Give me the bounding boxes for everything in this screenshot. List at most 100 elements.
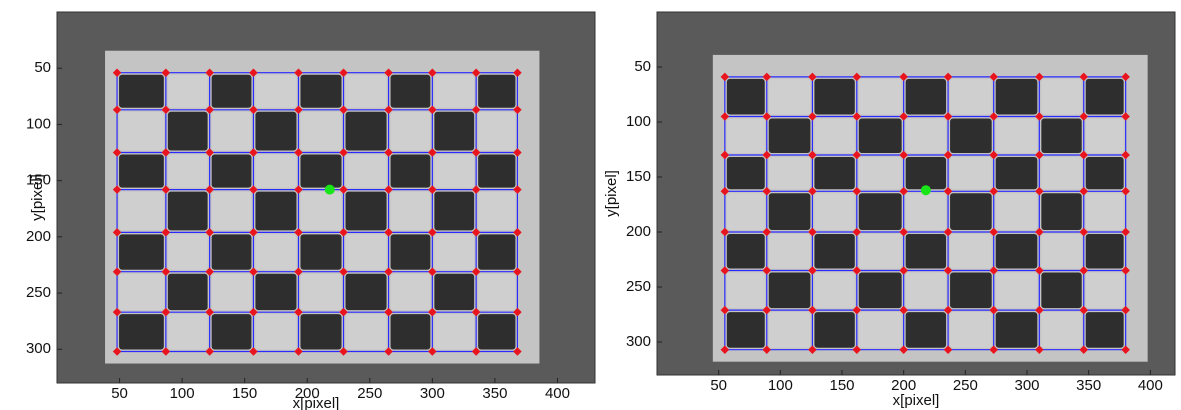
corner-point xyxy=(943,345,953,354)
x-tick-label: 350 xyxy=(482,385,507,402)
square xyxy=(478,111,516,151)
corner-point xyxy=(294,228,303,237)
corner-point xyxy=(471,148,481,157)
square xyxy=(905,157,947,190)
square xyxy=(255,111,297,151)
corner-point xyxy=(384,228,393,237)
corner-point xyxy=(1079,266,1088,275)
corner-point xyxy=(384,347,393,356)
square xyxy=(478,234,516,270)
corner-point xyxy=(762,266,772,275)
corner-point xyxy=(762,345,772,354)
square xyxy=(434,273,475,311)
square xyxy=(478,314,516,350)
corner-point xyxy=(1079,345,1088,354)
x-tick-label: 300 xyxy=(420,385,445,402)
square xyxy=(768,234,811,269)
corner-point xyxy=(205,307,214,317)
square xyxy=(300,154,342,188)
y-axis-label: y[pixel] xyxy=(603,170,620,217)
x-tick-label: 100 xyxy=(170,385,195,402)
square xyxy=(858,193,902,230)
corner-point xyxy=(205,347,214,356)
corner-point xyxy=(1121,305,1130,315)
axes-frame xyxy=(656,11,1176,376)
corner-point xyxy=(161,148,171,157)
square xyxy=(345,191,387,231)
x-tick-label: 350 xyxy=(1076,377,1101,394)
square xyxy=(858,157,902,190)
corner-point xyxy=(205,267,214,276)
corner-point xyxy=(161,347,171,356)
y-tick-label: 50 xyxy=(34,59,51,76)
corner-point xyxy=(1035,305,1044,315)
corner-point xyxy=(112,267,122,276)
square xyxy=(905,118,947,153)
square xyxy=(300,191,342,231)
corner-point xyxy=(1035,266,1044,275)
corner-point xyxy=(249,148,258,157)
corner-point xyxy=(808,305,817,315)
square xyxy=(211,74,252,108)
corner-point xyxy=(112,185,122,194)
x-tick-label: 400 xyxy=(545,385,570,402)
square xyxy=(390,111,431,151)
corner-point xyxy=(1079,305,1088,315)
square xyxy=(858,118,902,153)
corner-point xyxy=(384,148,393,157)
x-tick-label: 150 xyxy=(232,385,257,402)
square xyxy=(167,314,208,350)
square xyxy=(255,314,297,350)
square xyxy=(995,157,1038,190)
corner-point xyxy=(249,68,258,77)
corner-point xyxy=(161,105,171,115)
square xyxy=(1041,157,1082,190)
square xyxy=(119,154,164,188)
corner-point xyxy=(161,185,171,194)
square xyxy=(950,193,992,230)
square xyxy=(167,74,208,108)
square xyxy=(768,272,811,309)
square xyxy=(119,191,164,231)
square xyxy=(995,272,1038,309)
y-tick-label: 200 xyxy=(626,223,651,240)
corner-point xyxy=(384,105,393,115)
corner-point xyxy=(161,307,171,317)
square xyxy=(814,234,855,269)
square xyxy=(390,74,431,108)
square xyxy=(950,272,992,309)
square xyxy=(119,234,164,270)
square xyxy=(345,234,387,270)
square xyxy=(1041,234,1082,269)
corner-point xyxy=(899,345,908,354)
corner-point xyxy=(339,148,348,157)
square xyxy=(814,78,855,115)
square xyxy=(478,191,516,231)
corner-point xyxy=(339,105,348,115)
origin-point xyxy=(324,184,335,195)
image-panel: 50 100 150 200 250 300 350 400 50 100 150 200 250 300… xyxy=(26,11,596,410)
square xyxy=(905,78,947,115)
corner-point xyxy=(1035,345,1044,354)
x-tick-label: 300 xyxy=(1014,377,1039,394)
y-tick-label: 200 xyxy=(26,228,51,245)
corner-point xyxy=(943,266,953,275)
corner-point xyxy=(943,305,953,315)
corner-point xyxy=(249,267,258,276)
square xyxy=(950,312,992,348)
square xyxy=(390,273,431,311)
corner-point xyxy=(808,345,817,354)
corner-point xyxy=(205,68,214,77)
corner-point xyxy=(339,347,348,356)
square xyxy=(167,273,208,311)
corner-point xyxy=(161,228,171,237)
corner-point xyxy=(112,105,122,115)
corner-point xyxy=(205,105,214,115)
square xyxy=(300,74,342,108)
square xyxy=(478,154,516,188)
corner-point xyxy=(249,185,258,194)
square xyxy=(814,157,855,190)
corner-point xyxy=(852,266,862,275)
square xyxy=(119,314,164,350)
x-tick-label: 250 xyxy=(357,385,382,402)
